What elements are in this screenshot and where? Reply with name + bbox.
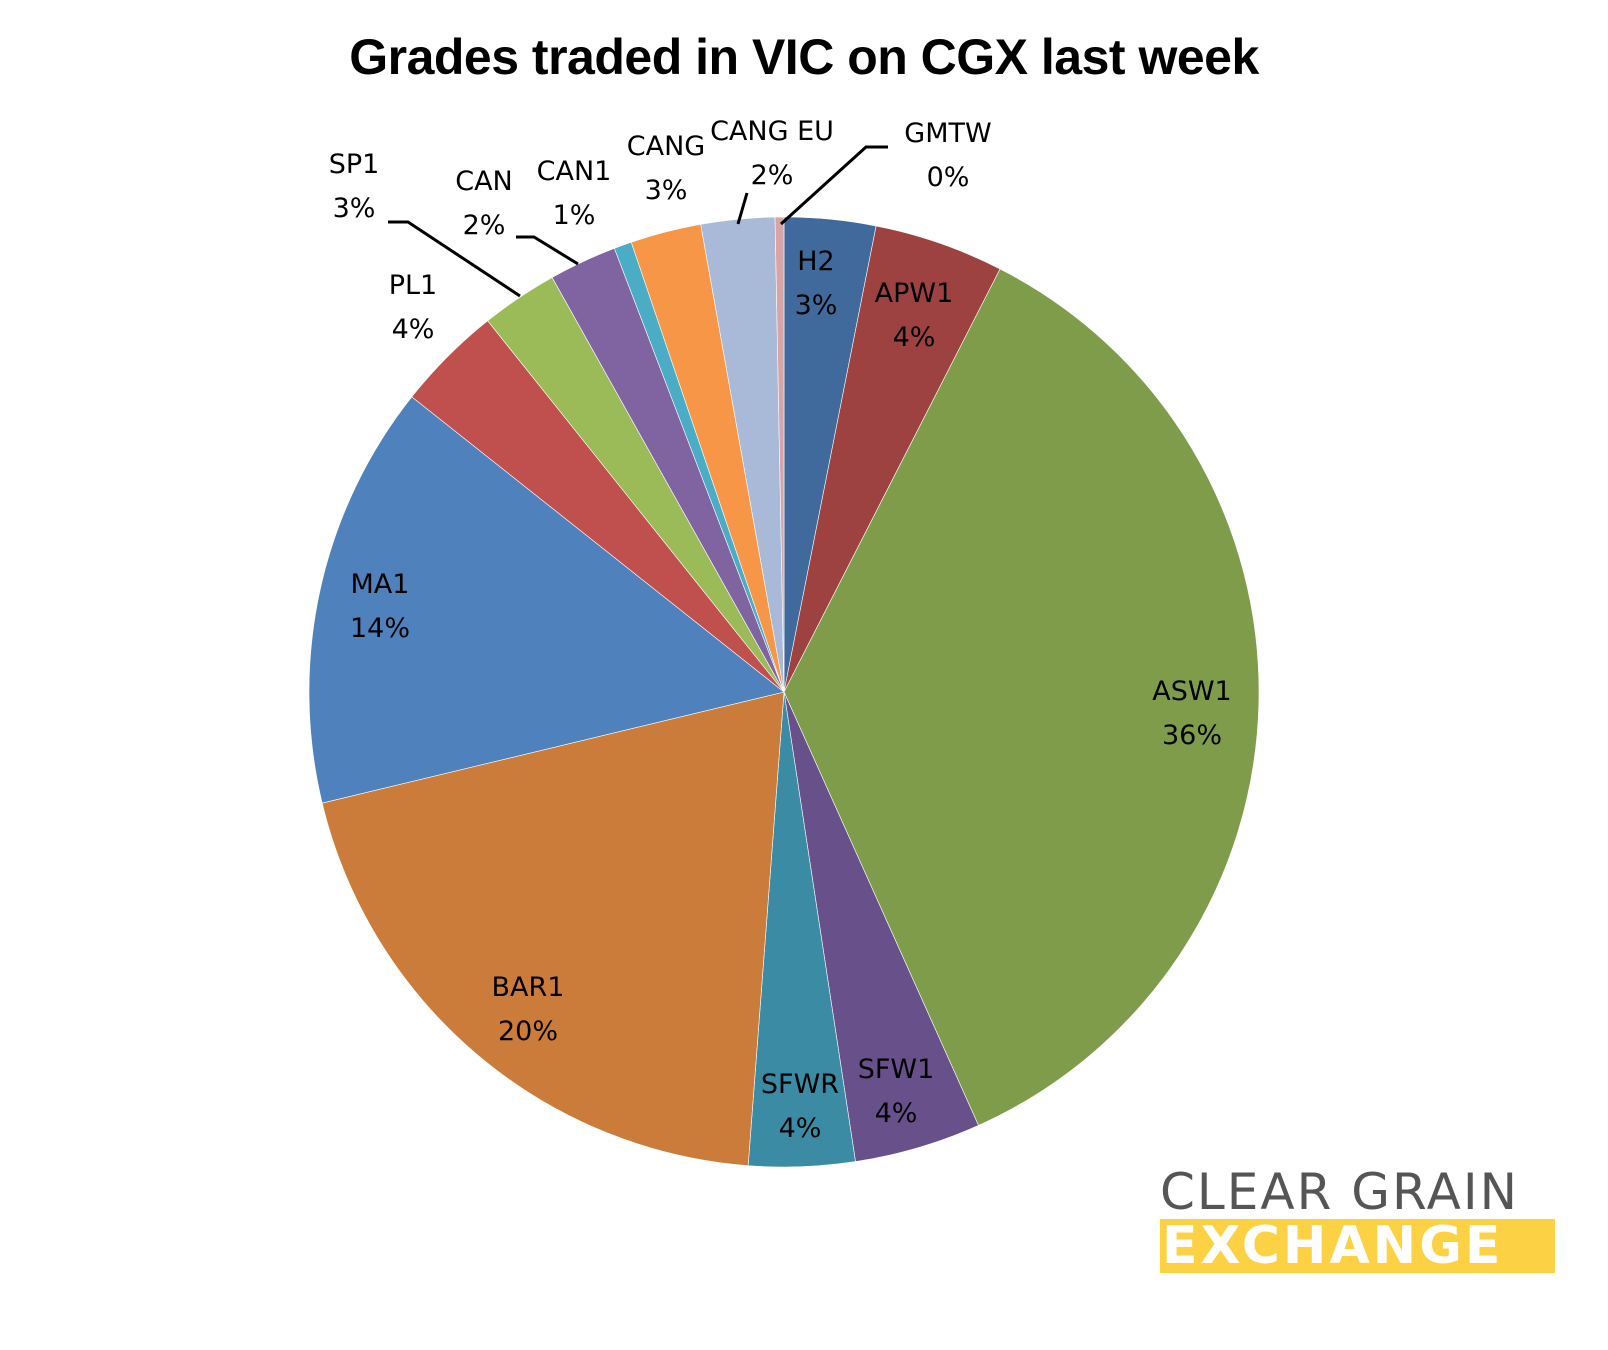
data-label-bar1: BAR1 20% — [492, 972, 565, 1047]
leader-lines — [388, 145, 888, 298]
data-label-apw1: APW1 4% — [875, 278, 954, 353]
data-label-sfwr: SFWR 4% — [761, 1069, 839, 1144]
pie-slice-ma1 — [308, 396, 785, 804]
leader-line-sp1 — [388, 220, 521, 298]
leader-line-can — [516, 235, 579, 266]
leader-line-gmtw — [779, 145, 888, 226]
data-label-ma1: MA1 14% — [350, 569, 410, 644]
pie-slice-asw1 — [783, 268, 1260, 1126]
data-label-gmtw: GMTW 0% — [904, 118, 991, 193]
clear-grain-exchange-logo: CLEAR GRAIN EXCHANGE — [1160, 1165, 1555, 1273]
data-labels: H2 3% APW1 4% ASW1 36% SFW1 4% SFWR 4% BAR1 20% MA1 1… — [329, 116, 1232, 1144]
logo-line1: CLEAR GRAIN — [1160, 1163, 1520, 1221]
data-label-asw1: ASW1 36% — [1152, 676, 1231, 751]
data-label-sfw1: SFW1 4% — [858, 1054, 935, 1129]
data-label-h2: H2 3% — [795, 246, 838, 321]
leader-line-cang-eu — [736, 192, 749, 225]
data-label-sp1: SP1 3% — [329, 149, 380, 224]
data-label-pl1: PL1 4% — [389, 270, 438, 345]
data-label-can: CAN 2% — [455, 166, 513, 241]
pie-slice-gmtw — [774, 216, 785, 693]
pie-slice-bar1 — [321, 691, 785, 1166]
chart-title: Grades traded in VIC on CGX last week — [349, 29, 1259, 85]
data-label-cang: CANG 3% — [627, 131, 705, 206]
data-label-cang-eu: CANG EU 2% — [710, 116, 834, 191]
pie-slices — [308, 216, 1260, 1168]
logo-line2: EXCHANGE — [1160, 1219, 1555, 1273]
data-label-can1: CAN1 1% — [537, 156, 612, 231]
